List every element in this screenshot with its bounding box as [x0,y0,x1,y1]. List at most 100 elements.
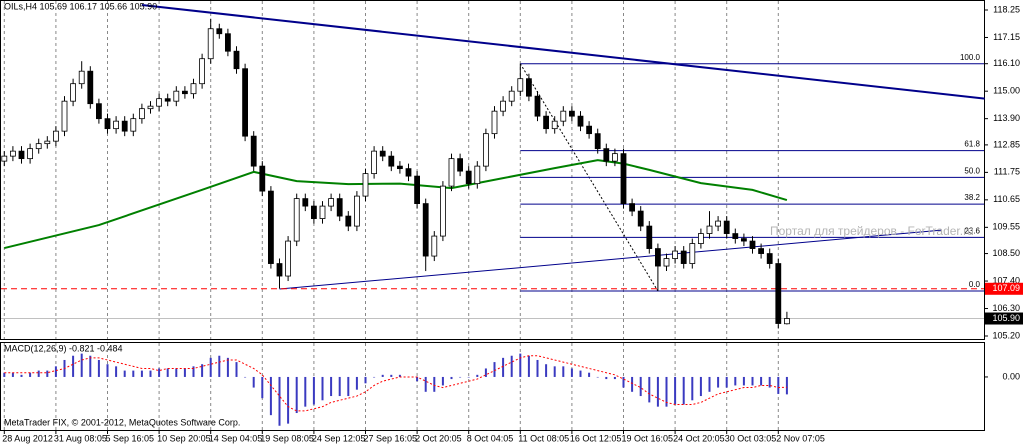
macd-bar [519,353,522,377]
macd-bar [287,376,290,424]
candle-body [44,140,51,145]
candle-body [414,175,421,205]
macd-bar [613,376,616,380]
candle-body [465,170,472,185]
x-tick-label: 30 Oct 03:05 [725,433,777,443]
candle-body [388,155,395,167]
y-tick-label: 113.90 [993,113,1020,123]
y-tick-label: 118.25 [993,4,1020,14]
macd-bar [605,376,608,380]
macd-bar [553,366,556,377]
candle-body [620,153,627,205]
candle-body [164,98,171,102]
candle-body [551,120,558,130]
macd-bar [734,376,737,386]
macd-bar [80,353,83,377]
macd-bar [89,355,92,377]
fib-level-label: 61.8 [964,140,980,149]
x-tick-label: 2 Oct 20:05 [415,433,462,443]
macd-bar [140,370,143,377]
macd-bar [476,374,479,377]
candle-body [1,155,8,162]
price-label: 105.90 [992,313,1020,323]
candle-body [113,120,119,130]
trendline [279,229,942,290]
candle-body [130,118,137,132]
macd-bar [347,376,350,397]
macd-bar [785,376,788,395]
candle-body [629,203,635,212]
candle-body [715,220,721,227]
y-tick-label: 106.30 [992,303,1020,313]
x-tick-label: 8 Oct 04:05 [467,433,514,443]
macd-bar [502,357,505,377]
macd-label: MACD(12,26,9) -0.821 -0.484 [4,343,123,353]
macd-bar [467,376,470,378]
footer: MetaTrader FIX, © 2001-2012, MetaQuotes … [4,417,240,427]
macd-bar [562,366,565,377]
candle-body [336,198,343,217]
candle-body [655,248,661,267]
candle-body [586,125,592,135]
candle-body [53,130,59,142]
fib-level-label: 100.0 [960,53,981,62]
macd-bar [708,376,711,392]
macd-bar [648,376,651,403]
candle-body [637,210,644,227]
candle-body [242,68,249,137]
macd-bar [777,376,780,394]
macd-bar [665,376,668,407]
candle-body [422,203,429,257]
watermark: Портал для трейдеров - ForTrader.ru [770,224,974,238]
chart-header: OILs,H4 105.69 106.17 105.66 105.90 [4,1,157,11]
macd-bar [54,366,57,377]
y-tick-label: 115.00 [993,86,1020,96]
candle-body [500,100,507,112]
candle-body [371,150,378,175]
macd-bar [416,376,419,382]
macd-bar [579,370,582,377]
x-tick-label: 19 Oct 16:05 [622,433,674,443]
macd-bar [510,355,513,377]
candle-body [482,133,489,167]
candle-body [233,50,240,70]
macd-bar [175,368,178,377]
x-tick-label: 19 Sep 08:05 [260,433,314,443]
macd-bar [493,362,496,377]
candle-body [758,248,764,254]
macd-bar [450,376,453,380]
macd-bar [398,374,401,377]
candle-body [431,235,438,257]
candle-body [784,318,790,325]
candle-body [61,100,68,132]
candle-body [138,108,145,120]
macd-bar [252,376,255,388]
candle-body [70,83,76,102]
candle-body [121,120,128,132]
macd-bar [484,368,487,377]
macd-bar [424,376,427,392]
macd-bar [527,355,530,377]
candle-body [689,243,696,264]
candle-body [190,83,197,95]
macd-bar [11,372,14,377]
macd-bar [330,376,333,397]
macd-bar [72,355,75,377]
macd-bar [304,376,307,407]
macd-bar [717,376,720,388]
macd-bar [158,368,161,377]
candle-body [560,110,567,122]
candle-body [439,185,446,237]
macd-bar [97,359,100,377]
x-tick-label: 24 Oct 20:05 [673,433,725,443]
candle-body [87,70,94,105]
macd-bar [588,372,591,377]
y-tick-label: 112.85 [993,139,1020,149]
fib-level-label: 38.2 [964,193,980,202]
candle-body [285,240,292,277]
candle-body [569,110,575,117]
candle-body [723,220,730,234]
candle-body [732,233,739,239]
